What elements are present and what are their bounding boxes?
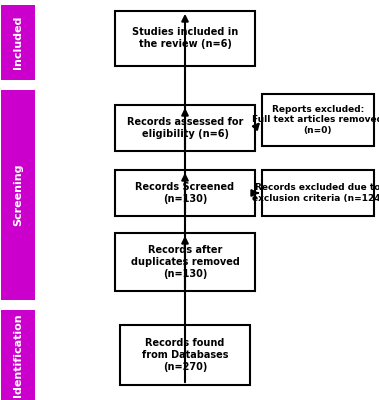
Bar <box>262 94 374 146</box>
Text: Studies included in
the review (n=6): Studies included in the review (n=6) <box>132 27 238 49</box>
Text: Screening: Screening <box>13 164 23 226</box>
Text: Records excluded due to
exclusion criteria (n=124): Records excluded due to exclusion criter… <box>252 183 379 203</box>
Text: Identification: Identification <box>13 313 23 397</box>
Bar <box>1 90 35 300</box>
Text: Reports excluded:
Full text articles removed
(n=0): Reports excluded: Full text articles rem… <box>252 105 379 135</box>
Bar <box>115 105 255 151</box>
Text: Records after
duplicates removed
(n=130): Records after duplicates removed (n=130) <box>130 245 240 278</box>
Bar <box>120 325 250 385</box>
Text: Included: Included <box>13 16 23 69</box>
Bar <box>115 10 255 66</box>
Bar <box>115 233 255 291</box>
Bar <box>115 170 255 216</box>
Text: Records Screened
(n=130): Records Screened (n=130) <box>135 182 235 204</box>
Bar <box>1 5 35 80</box>
Bar <box>262 170 374 216</box>
Text: Records found
from Databases
(n=270): Records found from Databases (n=270) <box>142 338 228 372</box>
Text: Records assessed for
eligibility (n=6): Records assessed for eligibility (n=6) <box>127 117 243 139</box>
Bar <box>1 310 35 400</box>
